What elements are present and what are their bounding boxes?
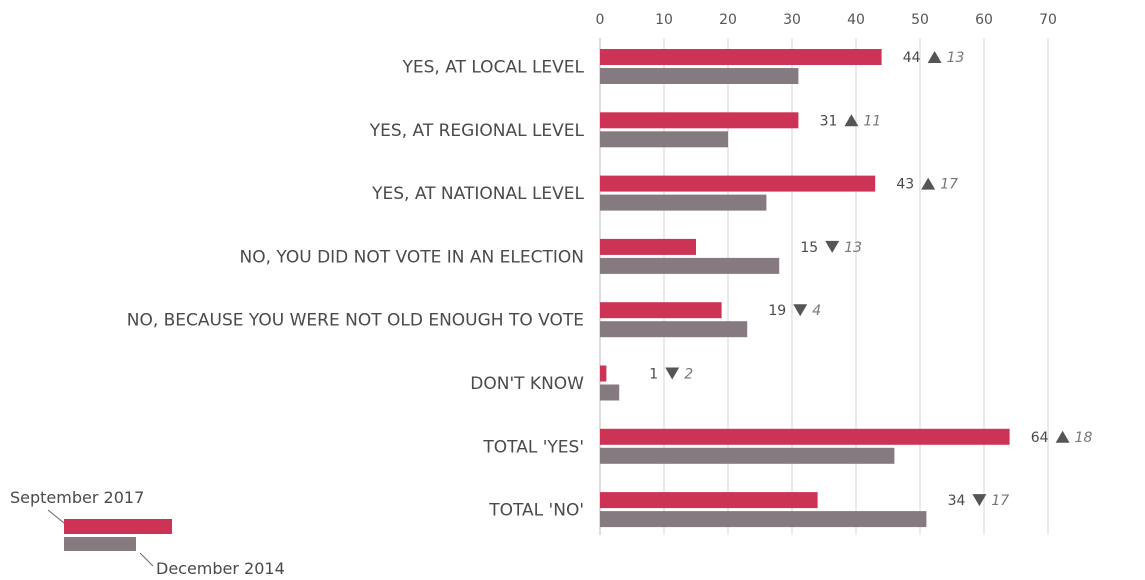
bar-december-2014 [600, 131, 728, 148]
x-tick-label: 60 [975, 12, 993, 28]
value-label: 15 [800, 240, 818, 256]
bar-september-2017 [600, 492, 818, 509]
bar-september-2017 [600, 238, 696, 255]
category-label: DON'T KNOW [470, 374, 584, 394]
change-label: 17 [940, 177, 958, 193]
category-label: NO, YOU DID NOT VOTE IN AN ELECTION [239, 247, 584, 267]
x-tick-label: 40 [847, 12, 865, 28]
change-annotation: 44 13 [903, 50, 965, 66]
bar-september-2017 [600, 112, 799, 129]
arrow-down-icon [825, 240, 840, 253]
category-label: TOTAL 'NO' [488, 501, 584, 521]
change-label: 13 [947, 50, 965, 66]
change-label: 17 [991, 493, 1009, 509]
bar-december-2014 [600, 257, 780, 274]
arrow-up-icon [921, 177, 936, 190]
value-label: 19 [768, 303, 786, 319]
arrow-up-icon [1055, 430, 1070, 443]
change-label: 2 [684, 367, 693, 383]
bar-december-2014 [600, 384, 620, 401]
change-label: 11 [863, 113, 881, 129]
value-label: 64 [1031, 430, 1049, 446]
bar-september-2017 [600, 302, 722, 319]
value-label: 44 [903, 50, 921, 66]
legend-label-december-2014: December 2014 [156, 559, 285, 578]
category-label: YES, AT REGIONAL LEVEL [369, 121, 585, 141]
bar-december-2014 [600, 447, 895, 464]
arrow-up-icon [927, 51, 942, 63]
legend-leader-line [139, 552, 154, 567]
x-tick-label: 30 [783, 12, 801, 28]
change-annotation: 34 17 [948, 493, 1010, 509]
arrow-up-icon [844, 114, 859, 127]
legend: September 2017 December 2014 [10, 488, 285, 578]
x-tick-label: 20 [719, 12, 737, 28]
x-tick-label: 70 [1039, 12, 1057, 28]
category-label: YES, AT NATIONAL LEVEL [371, 184, 584, 204]
value-label: 31 [820, 113, 838, 129]
legend-swatch-december-2014 [64, 537, 136, 551]
x-axis-ticks: 0 10 20 30 40 50 60 70 [596, 12, 1057, 28]
bar-september-2017 [600, 49, 882, 65]
bar-december-2014 [600, 194, 767, 211]
value-label: 34 [948, 493, 966, 509]
bar-december-2014 [600, 68, 799, 84]
x-tick-label: 50 [911, 12, 929, 28]
legend-label-september-2017: September 2017 [10, 488, 144, 507]
change-annotation: 64 18 [1031, 430, 1093, 446]
change-label: 13 [844, 240, 862, 256]
bars [600, 49, 1010, 528]
bar-september-2017 [600, 175, 876, 192]
value-label: 43 [896, 177, 914, 193]
legend-leader-line [47, 509, 65, 524]
change-annotation: 15 13 [800, 240, 862, 256]
change-annotation: 31 11 [820, 113, 882, 129]
change-annotation: 19 4 [768, 303, 821, 319]
change-annotation: 43 17 [896, 177, 958, 193]
bar-december-2014 [600, 511, 927, 528]
category-label: YES, AT LOCAL LEVEL [402, 58, 585, 78]
legend-swatch-september-2017 [64, 519, 172, 534]
change-label: 4 [812, 303, 821, 319]
arrow-down-icon [972, 494, 987, 507]
bar-september-2017 [600, 365, 607, 382]
bar-december-2014 [600, 321, 748, 338]
bar-september-2017 [600, 428, 1010, 445]
category-label: NO, BECAUSE YOU WERE NOT OLD ENOUGH TO V… [127, 311, 584, 331]
x-tick-label: 0 [596, 12, 605, 28]
x-tick-label: 10 [655, 12, 673, 28]
change-label: 18 [1075, 430, 1093, 446]
category-label: TOTAL 'YES' [482, 437, 584, 457]
arrow-down-icon [793, 304, 808, 317]
value-label: 1 [649, 367, 658, 383]
category-labels: YES, AT LOCAL LEVEL YES, AT REGIONAL LEVE… [127, 58, 585, 521]
arrow-down-icon [665, 367, 680, 380]
